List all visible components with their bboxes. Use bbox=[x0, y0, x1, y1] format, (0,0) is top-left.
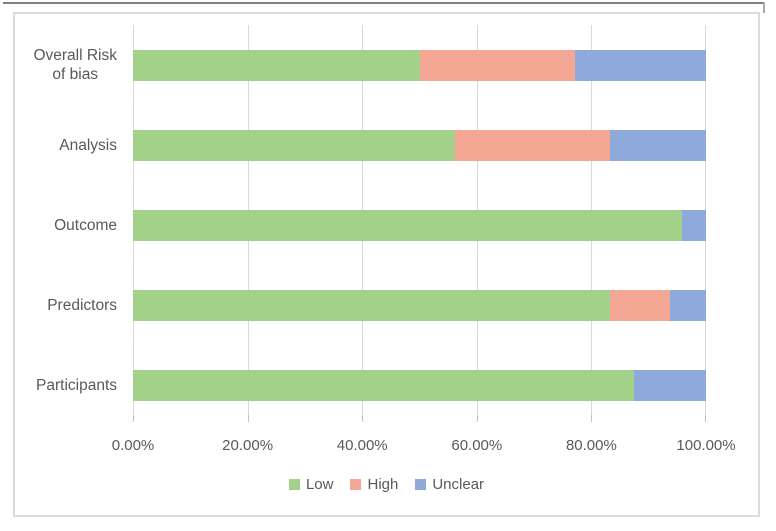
bar-row bbox=[133, 289, 706, 321]
x-axis-tick-label: 40.00% bbox=[336, 437, 388, 454]
axis-tick bbox=[133, 415, 134, 422]
axis-tick bbox=[247, 415, 249, 422]
x-axis-tick-label: 80.00% bbox=[565, 437, 617, 454]
axis-tick bbox=[476, 415, 478, 422]
legend-item-unclear: Unclear bbox=[415, 476, 484, 493]
bar-segment-low bbox=[133, 49, 420, 81]
legend-label: Unclear bbox=[432, 476, 485, 493]
legend: Low High Unclear bbox=[15, 476, 758, 493]
chart-area: Overall Risk of bias Analysis Outcome Predi… bbox=[13, 12, 760, 517]
bar-segment-high bbox=[455, 129, 611, 161]
legend-swatch-icon bbox=[415, 479, 427, 490]
bar-segment-high bbox=[419, 49, 575, 81]
category-label: Predictors bbox=[47, 296, 117, 314]
x-axis-tick-label: 60.00% bbox=[451, 437, 503, 454]
window-corner-border bbox=[763, 2, 765, 13]
bar-segment-unclear bbox=[574, 49, 706, 81]
bar-segment-low bbox=[133, 369, 635, 401]
bar-segment-unclear bbox=[682, 209, 706, 241]
bar-row bbox=[133, 129, 706, 161]
category-label: Analysis bbox=[59, 136, 117, 154]
category-label: Overall Risk of bias bbox=[33, 47, 117, 83]
bar-segment-low bbox=[133, 289, 611, 321]
x-axis-tick-label: 20.00% bbox=[222, 437, 274, 454]
bar-row bbox=[133, 209, 706, 241]
category-label: Outcome bbox=[54, 216, 117, 234]
x-axis-tick-label: 0.00% bbox=[111, 437, 155, 454]
bar-segment-low bbox=[133, 209, 683, 241]
bar-row bbox=[133, 369, 706, 401]
bar-segment-unclear bbox=[634, 369, 706, 401]
legend-label: Low bbox=[305, 476, 334, 493]
bar-segment-high bbox=[610, 289, 671, 321]
legend-item-high: High bbox=[350, 476, 398, 493]
category-label: Participants bbox=[36, 376, 117, 394]
axis-tick bbox=[362, 415, 364, 422]
legend-swatch-icon bbox=[288, 479, 300, 490]
legend-swatch-icon bbox=[350, 479, 362, 490]
legend-item-low: Low bbox=[288, 476, 334, 493]
bar-segment-unclear bbox=[610, 129, 706, 161]
legend-label: High bbox=[367, 476, 399, 493]
bar-segment-low bbox=[133, 129, 456, 161]
plot-area: 0.00% 20.00% 40.00% 60.00% 80.00% 100.00% bbox=[112, 25, 736, 454]
x-axis-tick-label: 100.00% bbox=[676, 437, 736, 454]
category-axis: Overall Risk of bias Analysis Outcome Predi… bbox=[15, 14, 117, 454]
axis-tick bbox=[591, 415, 593, 422]
bar-segment-unclear bbox=[670, 289, 706, 321]
bar-row bbox=[133, 49, 706, 81]
window-top-border bbox=[3, 2, 765, 4]
axis-tick bbox=[705, 415, 706, 422]
